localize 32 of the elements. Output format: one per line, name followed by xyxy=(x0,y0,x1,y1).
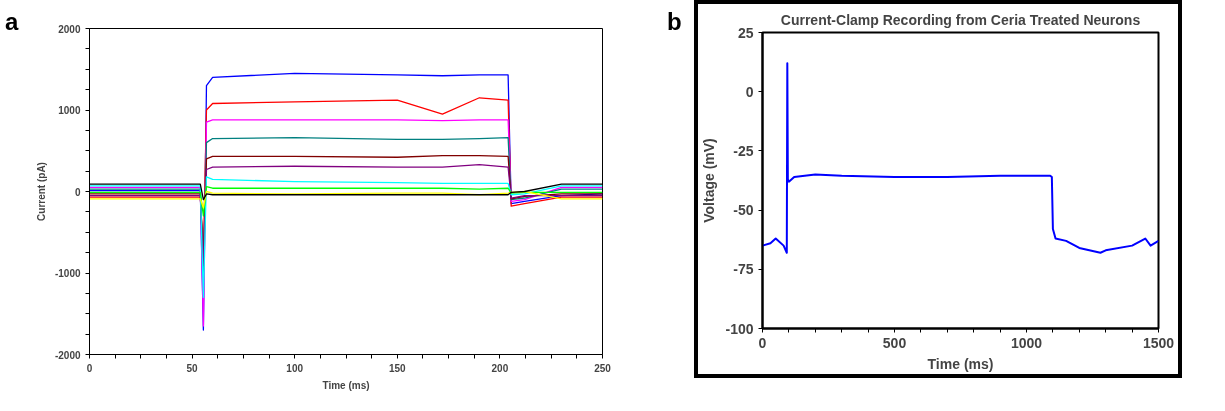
y-axis-title: Current (pA) xyxy=(35,162,47,221)
text: a xyxy=(5,7,19,37)
x-tick-label: 200 xyxy=(491,362,509,374)
y-tick-label: -2000 xyxy=(54,349,81,361)
line-series xyxy=(89,185,603,217)
y-tick-label: -25 xyxy=(733,142,754,159)
y-tick-label: -1000 xyxy=(54,268,81,279)
x-tick-label: 500 xyxy=(882,334,907,351)
y-tick-label: 0 xyxy=(745,83,754,100)
y-tick-label: 1000 xyxy=(58,105,81,116)
x-tick-label: 1000 xyxy=(1010,334,1043,351)
y-tick-label: 2000 xyxy=(58,23,81,35)
x-axis-title: Time (ms) xyxy=(322,379,370,391)
y-tick-label: 25 xyxy=(737,24,754,41)
y-tick-label: -100 xyxy=(725,320,754,337)
line-series xyxy=(762,62,1159,254)
y-tick-label: -50 xyxy=(733,202,754,219)
y-tick-label: -75 xyxy=(733,261,754,278)
line-series xyxy=(89,190,603,209)
x-tick-label: 0 xyxy=(758,334,767,351)
x-tick-label: 50 xyxy=(186,362,199,374)
chart-title: Current-Clamp Recording from Ceria Treated Neurons xyxy=(780,11,1141,28)
x-axis-title: Time (ms) xyxy=(927,355,994,372)
y-tick-label: 0 xyxy=(74,186,81,198)
x-tick-label: 100 xyxy=(286,362,304,374)
x-tick-label: 0 xyxy=(86,362,93,374)
text: b xyxy=(667,7,682,37)
x-tick-label: 1500 xyxy=(1142,334,1175,351)
y-axis-title: Voltage (mV) xyxy=(701,138,718,223)
line-series xyxy=(89,176,603,299)
x-tick-label: 250 xyxy=(594,362,612,374)
x-tick-label: 150 xyxy=(388,362,407,374)
